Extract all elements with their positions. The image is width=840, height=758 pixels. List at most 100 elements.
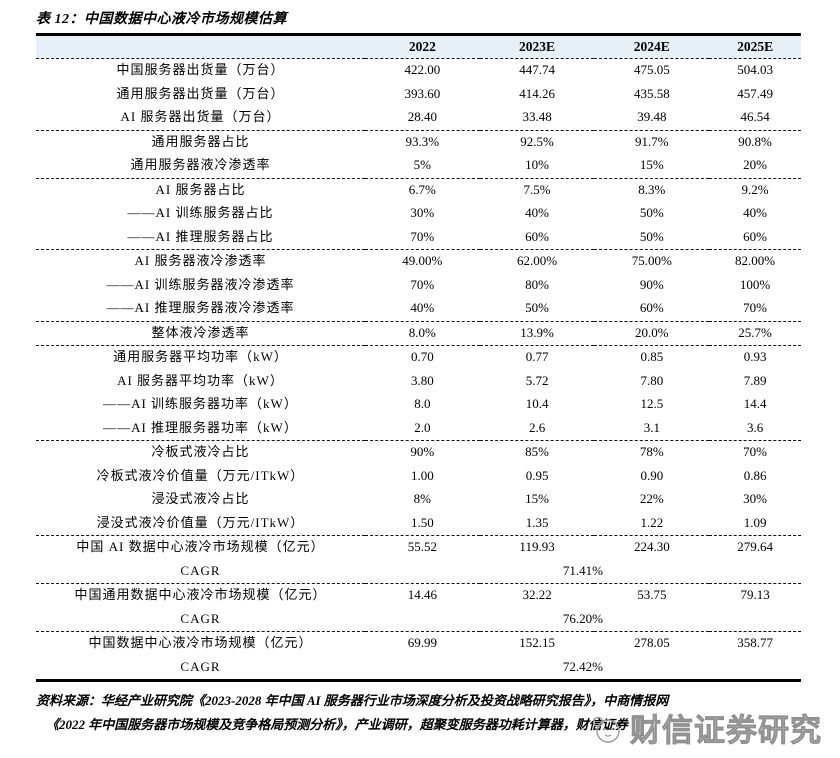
cell-value-2023E: 85% — [525, 444, 549, 460]
cell-value-2025E: 60% — [709, 225, 801, 250]
table-row: CAGR 72.42% — [36, 656, 801, 681]
cell-value-2025E: 3.6 — [709, 416, 801, 441]
cell-value-2022: 30% — [410, 205, 435, 221]
cell-value-2022: 93.3% — [405, 133, 440, 149]
cell-value-2024E: 20.0% — [594, 321, 710, 346]
row-label: AI 服务器平均功率（kW） — [117, 372, 284, 388]
cell-value-2023E: 80% — [525, 276, 549, 292]
cell-value-2023E: 5.72 — [525, 372, 549, 388]
cell-value-2023E: 10% — [479, 154, 595, 179]
source-note: 资料来源：华经产业研究院《2023-2028 年中国 AI 服务器行业市场深度分… — [36, 689, 801, 737]
row-label: 冷板式液冷占比 — [151, 444, 250, 460]
table-row: 通用服务器平均功率（kW） 0.70 0.77 0.85 0.93 — [36, 346, 801, 370]
cell-value-2022: 8% — [413, 491, 431, 507]
cell-value-2024E: 0.90 — [640, 467, 664, 483]
row-label: 中国 AI 数据中心液冷市场规模（亿元） — [76, 539, 325, 555]
row-label: ——AI 训练服务器占比 — [127, 205, 274, 221]
table-row: ——AI 训练服务器液冷渗透率 70% 80% 90% 100% — [36, 274, 801, 298]
cell-value-2025E: 25.7% — [709, 321, 801, 346]
cell-value-2025E: 46.54 — [709, 106, 801, 131]
row-label: 中国服务器出货量（万台） — [116, 62, 285, 78]
cell-value-2022: 49.00% — [402, 253, 443, 269]
cell-value-2023E: 92.5% — [520, 133, 554, 149]
cell-value-2022: 1.50 — [364, 511, 480, 536]
table-row: ——AI 推理服务器功率（kW） 2.0 2.6 3.1 3.6 — [36, 416, 801, 441]
cell-value-2024E: 53.75 — [637, 587, 667, 603]
cell-value-2023E: 0.77 — [525, 349, 549, 365]
row-label: AI 服务器出货量（万台） — [36, 106, 365, 131]
cell-value-2025E: 100% — [739, 276, 771, 292]
table-body: 中国服务器出货量（万台） 422.00 447.74 475.05 504.03 通用服务… — [36, 59, 801, 681]
table-header: 2022 2023E 2024E 2025E — [36, 34, 801, 59]
cell-value-2025E: 82.00% — [735, 253, 776, 269]
row-label: CAGR — [180, 658, 221, 674]
row-label: ——AI 推理服务器液冷渗透率 — [36, 297, 365, 322]
cell-value-2025E: 70% — [709, 297, 801, 322]
table-row: 通用服务器出货量（万台） 393.60 414.26 435.58 457.49 — [36, 83, 801, 107]
row-label: ——AI 推理服务器功率（kW） — [36, 416, 365, 441]
table-row: 整体液冷渗透率 8.0% 13.9% 20.0% 25.7% — [36, 321, 801, 346]
cell-value-2022: 14.46 — [407, 587, 437, 603]
table-row: 中国通用数据中心液冷市场规模（亿元） 14.46 32.22 53.75 79.13 — [36, 584, 801, 608]
cell-value-2024E: 78% — [639, 444, 664, 460]
table-row: CAGR 76.20% — [36, 607, 801, 632]
cell-value-2022: 422.00 — [404, 62, 441, 78]
row-label: 整体液冷渗透率 — [36, 321, 365, 346]
cagr-value: 72.42% — [562, 658, 604, 674]
table-row: 浸没式液冷占比 8% 15% 22% 30% — [36, 488, 801, 512]
table-row: 冷板式液冷价值量（万元/ITkW） 1.00 0.95 0.90 0.86 — [36, 465, 801, 489]
cell-value-2025E: 7.89 — [743, 372, 767, 388]
row-label: 通用服务器液冷渗透率 — [36, 154, 365, 179]
cell-value-2022: 55.52 — [407, 539, 437, 555]
cell-value-2025E: 90.8% — [738, 133, 772, 149]
header-cell-label — [36, 34, 365, 59]
cell-value-2022: 3.80 — [410, 372, 434, 388]
cell-value-2025E: 9.2% — [741, 181, 769, 197]
table-row: AI 服务器出货量（万台） 28.40 33.48 39.48 46.54 — [36, 106, 801, 131]
cagr-value: 71.41% — [364, 559, 801, 584]
cell-value-2024E: 22% — [639, 491, 664, 507]
cell-value-2022: 70% — [364, 225, 480, 250]
cell-value-2024E: 435.58 — [633, 85, 670, 101]
header-cell-2025e: 2025E — [709, 34, 801, 59]
cell-value-2024E: 75.00% — [631, 253, 672, 269]
header-cell-2024e: 2024E — [594, 34, 710, 59]
row-label: CAGR — [36, 559, 365, 584]
cell-value-2023E: 7.5% — [523, 181, 551, 197]
cell-value-2025E: 279.64 — [737, 539, 773, 555]
cell-value-2022: 6.7% — [408, 181, 436, 197]
cell-value-2024E: 50% — [639, 205, 664, 221]
cell-value-2023E: 10.4 — [525, 396, 549, 412]
cell-value-2025E: 20% — [709, 154, 801, 179]
cell-value-2023E: 32.22 — [522, 587, 552, 603]
cell-value-2023E: 33.48 — [479, 106, 595, 131]
cell-value-2025E: 79.13 — [740, 587, 770, 603]
cell-value-2025E: 358.77 — [737, 635, 773, 651]
row-label: 通用服务器占比 — [151, 133, 250, 149]
cell-value-2024E: 224.30 — [633, 539, 670, 555]
cell-value-2022: 28.40 — [364, 106, 480, 131]
cell-value-2025E: 0.86 — [743, 467, 767, 483]
cell-value-2024E: 278.05 — [633, 635, 670, 651]
cell-value-2023E: 50% — [479, 297, 595, 322]
row-label: ——AI 训练服务器液冷渗透率 — [106, 276, 295, 292]
cell-value-2023E: 152.15 — [519, 635, 555, 651]
source-line-2: 《2022 年中国服务器市场规模及竞争格局预测分析》，产业调研，超聚变服务器功耗… — [46, 717, 628, 733]
cell-value-2024E: 91.7% — [635, 133, 669, 149]
cell-value-2023E: 40% — [525, 205, 549, 221]
cell-value-2024E: 475.05 — [633, 62, 670, 78]
row-label: 冷板式液冷价值量（万元/ITkW） — [96, 467, 305, 483]
source-line-1: 资料来源：华经产业研究院《2023-2028 年中国 AI 服务器行业市场深度分… — [36, 693, 669, 708]
cell-value-2022: 2.0 — [364, 416, 480, 441]
cell-value-2023E: 2.6 — [479, 416, 595, 441]
row-label: 中国数据中心液冷市场规模（亿元） — [88, 635, 313, 651]
cell-value-2025E: 70% — [743, 444, 768, 460]
table-row: ——AI 推理服务器占比 70% 60% 50% 60% — [36, 225, 801, 250]
table-row: AI 服务器占比 6.7% 7.5% 8.3% 9.2% — [36, 178, 801, 202]
table-row: ——AI 训练服务器功率（kW） 8.0 10.4 12.5 14.4 — [36, 393, 801, 417]
cell-value-2024E: 12.5 — [640, 396, 664, 412]
cell-value-2023E: 60% — [479, 225, 595, 250]
cell-value-2025E: 30% — [743, 491, 768, 507]
cell-value-2025E: 14.4 — [743, 396, 767, 412]
cell-value-2024E: 39.48 — [594, 106, 710, 131]
